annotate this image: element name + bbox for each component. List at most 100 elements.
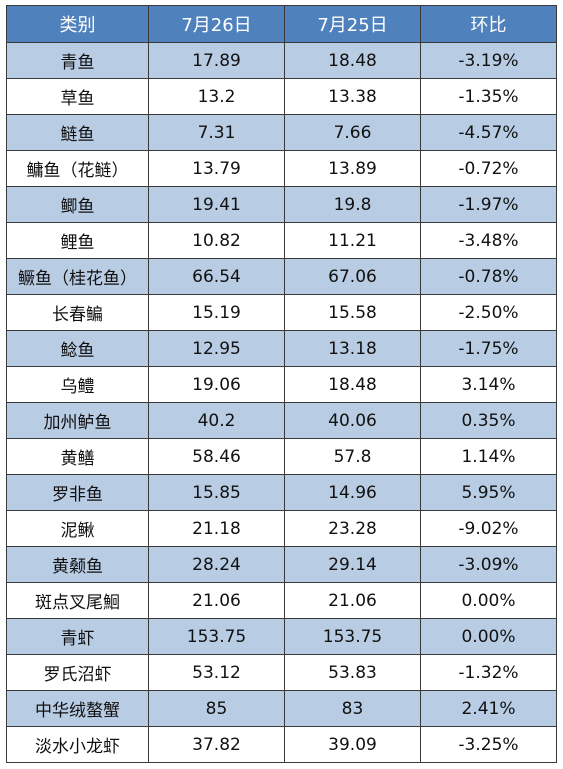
table-row: 长春鳊 15.19 15.58 -2.50% — [6, 294, 557, 331]
category-cell: 罗非鱼 — [6, 474, 149, 511]
table-row: 黄鳝 58.46 57.8 1.14% — [6, 438, 557, 475]
table-row: 泥鳅 21.18 23.28 -9.02% — [6, 510, 557, 547]
value-cell: 53.12 — [148, 654, 285, 691]
category-cell: 鳜鱼（桂花鱼） — [6, 258, 149, 295]
value-cell: 15.85 — [148, 474, 285, 511]
value-cell: 40.2 — [148, 402, 285, 439]
table-row: 中华绒螯蟹 85 83 2.41% — [6, 690, 557, 727]
value-cell: -0.72% — [420, 150, 557, 187]
value-cell: 21.06 — [148, 582, 285, 619]
table-row: 罗氏沼虾 53.12 53.83 -1.32% — [6, 654, 557, 691]
category-cell: 草鱼 — [6, 78, 149, 115]
value-cell: 0.00% — [420, 618, 557, 655]
value-cell: -2.50% — [420, 294, 557, 331]
price-table: 类别 7月26日 7月25日 环比 青鱼 17.89 18.48 -3.19% 草鱼 13.2 1… — [6, 5, 557, 763]
category-cell: 泥鳅 — [6, 510, 149, 547]
value-cell: 15.58 — [284, 294, 421, 331]
value-cell: 13.38 — [284, 78, 421, 115]
value-cell: -0.78% — [420, 258, 557, 295]
value-cell: 10.82 — [148, 222, 285, 259]
category-cell: 长春鳊 — [6, 294, 149, 331]
value-cell: 18.48 — [284, 42, 421, 79]
category-cell: 黄鳝 — [6, 438, 149, 475]
table-row: 青鱼 17.89 18.48 -3.19% — [6, 42, 557, 79]
category-cell: 中华绒螯蟹 — [6, 690, 149, 727]
value-cell: 153.75 — [284, 618, 421, 655]
value-cell: 7.31 — [148, 114, 285, 151]
table-row: 罗非鱼 15.85 14.96 5.95% — [6, 474, 557, 511]
header-cell: 7月25日 — [284, 5, 421, 43]
value-cell: 19.06 — [148, 366, 285, 403]
table-row: 青虾 153.75 153.75 0.00% — [6, 618, 557, 655]
table-row: 淡水小龙虾 37.82 39.09 -3.25% — [6, 726, 557, 763]
value-cell: 14.96 — [284, 474, 421, 511]
category-cell: 乌鳢 — [6, 366, 149, 403]
value-cell: 2.41% — [420, 690, 557, 727]
value-cell: 13.79 — [148, 150, 285, 187]
value-cell: 39.09 — [284, 726, 421, 763]
value-cell: 13.89 — [284, 150, 421, 187]
category-cell: 鳙鱼（花鲢） — [6, 150, 149, 187]
value-cell: 7.66 — [284, 114, 421, 151]
value-cell: 18.48 — [284, 366, 421, 403]
category-cell: 鲤鱼 — [6, 222, 149, 259]
value-cell: 23.28 — [284, 510, 421, 547]
value-cell: 29.14 — [284, 546, 421, 583]
value-cell: 0.00% — [420, 582, 557, 619]
header-cell: 类别 — [6, 5, 149, 43]
value-cell: 21.06 — [284, 582, 421, 619]
value-cell: 1.14% — [420, 438, 557, 475]
table-row: 鲫鱼 19.41 19.8 -1.97% — [6, 186, 557, 223]
value-cell: 85 — [148, 690, 285, 727]
value-cell: -4.57% — [420, 114, 557, 151]
value-cell: -1.32% — [420, 654, 557, 691]
value-cell: 0.35% — [420, 402, 557, 439]
value-cell: 66.54 — [148, 258, 285, 295]
value-cell: 15.19 — [148, 294, 285, 331]
value-cell: -9.02% — [420, 510, 557, 547]
table-row: 鲶鱼 12.95 13.18 -1.75% — [6, 330, 557, 367]
value-cell: 37.82 — [148, 726, 285, 763]
value-cell: 57.8 — [284, 438, 421, 475]
table-row: 乌鳢 19.06 18.48 3.14% — [6, 366, 557, 403]
value-cell: 21.18 — [148, 510, 285, 547]
header-cell: 7月26日 — [148, 5, 285, 43]
value-cell: 12.95 — [148, 330, 285, 367]
value-cell: 13.18 — [284, 330, 421, 367]
category-cell: 淡水小龙虾 — [6, 726, 149, 763]
value-cell: 67.06 — [284, 258, 421, 295]
table-body: 青鱼 17.89 18.48 -3.19% 草鱼 13.2 13.38 -1.35% 鲢鱼 7.3… — [6, 42, 557, 763]
category-cell: 黄颡鱼 — [6, 546, 149, 583]
value-cell: -3.25% — [420, 726, 557, 763]
category-cell: 加州鲈鱼 — [6, 402, 149, 439]
category-cell: 青鱼 — [6, 42, 149, 79]
header-row: 类别 7月26日 7月25日 环比 — [6, 5, 557, 43]
value-cell: -3.48% — [420, 222, 557, 259]
value-cell: -3.09% — [420, 546, 557, 583]
table-row: 鲤鱼 10.82 11.21 -3.48% — [6, 222, 557, 259]
value-cell: 13.2 — [148, 78, 285, 115]
category-cell: 斑点叉尾鮰 — [6, 582, 149, 619]
value-cell: 40.06 — [284, 402, 421, 439]
table-row: 草鱼 13.2 13.38 -1.35% — [6, 78, 557, 115]
value-cell: 153.75 — [148, 618, 285, 655]
table-row: 斑点叉尾鮰 21.06 21.06 0.00% — [6, 582, 557, 619]
value-cell: 11.21 — [284, 222, 421, 259]
table-row: 鳜鱼（桂花鱼） 66.54 67.06 -0.78% — [6, 258, 557, 295]
category-cell: 鲢鱼 — [6, 114, 149, 151]
value-cell: 17.89 — [148, 42, 285, 79]
value-cell: 19.8 — [284, 186, 421, 223]
category-cell: 鲫鱼 — [6, 186, 149, 223]
value-cell: 19.41 — [148, 186, 285, 223]
table-row: 黄颡鱼 28.24 29.14 -3.09% — [6, 546, 557, 583]
category-cell: 青虾 — [6, 618, 149, 655]
value-cell: -1.75% — [420, 330, 557, 367]
value-cell: -1.35% — [420, 78, 557, 115]
table-row: 加州鲈鱼 40.2 40.06 0.35% — [6, 402, 557, 439]
value-cell: 53.83 — [284, 654, 421, 691]
value-cell: 28.24 — [148, 546, 285, 583]
value-cell: 3.14% — [420, 366, 557, 403]
header-cell: 环比 — [420, 5, 557, 43]
value-cell: 5.95% — [420, 474, 557, 511]
